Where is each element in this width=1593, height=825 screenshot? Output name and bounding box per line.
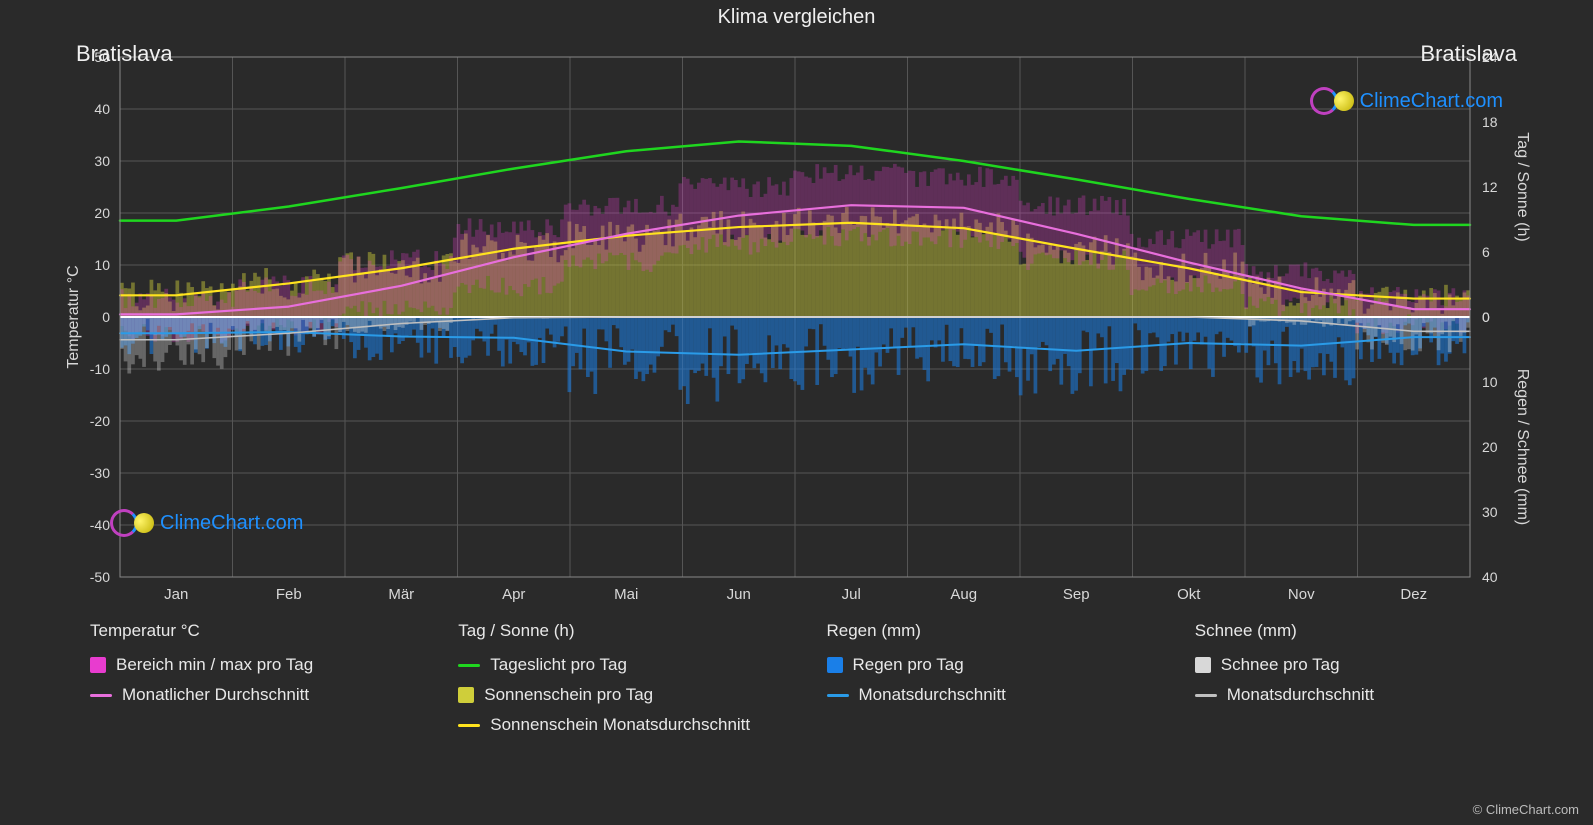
svg-text:6: 6 (1482, 244, 1490, 260)
svg-text:-50: -50 (90, 569, 110, 585)
legend-temp-avg: Monatlicher Durchschnitt (90, 685, 398, 705)
swatch-icon (1195, 694, 1217, 697)
svg-text:-20: -20 (90, 413, 110, 429)
svg-text:Okt: Okt (1177, 586, 1201, 603)
logo-sun-icon (134, 513, 154, 533)
logo-sun-icon (1334, 91, 1354, 111)
swatch-icon (458, 687, 474, 703)
legend-label: Monatsdurchschnitt (1227, 685, 1374, 705)
page-title: Klima vergleichen (0, 0, 1593, 29)
legend-col-temp: Temperatur °C Bereich min / max pro Tag … (90, 621, 398, 735)
svg-text:Mär: Mär (388, 586, 414, 603)
watermark-text: ClimeChart.com (160, 512, 303, 535)
swatch-icon (1195, 657, 1211, 673)
watermark-bottom: ClimeChart.com (110, 509, 303, 537)
svg-text:-40: -40 (90, 517, 110, 533)
svg-text:-30: -30 (90, 465, 110, 481)
legend-temp-range: Bereich min / max pro Tag (90, 655, 398, 675)
swatch-icon (458, 664, 480, 667)
swatch-icon (458, 724, 480, 727)
swatch-icon (827, 694, 849, 697)
legend-header-snow: Schnee (mm) (1195, 621, 1503, 641)
swatch-icon (90, 694, 112, 697)
legend-label: Tageslicht pro Tag (490, 655, 627, 675)
legend-header-rain: Regen (mm) (827, 621, 1135, 641)
svg-text:Regen / Schnee (mm): Regen / Schnee (mm) (1514, 369, 1531, 526)
svg-text:18: 18 (1482, 114, 1498, 130)
svg-text:40: 40 (94, 101, 110, 117)
legend-label: Monatlicher Durchschnitt (122, 685, 309, 705)
legend-label: Bereich min / max pro Tag (116, 655, 313, 675)
svg-text:10: 10 (94, 257, 110, 273)
svg-text:30: 30 (1482, 504, 1498, 520)
svg-text:Nov: Nov (1288, 586, 1315, 603)
svg-text:30: 30 (94, 153, 110, 169)
legend-header-sun: Tag / Sonne (h) (458, 621, 766, 641)
svg-text:Jan: Jan (164, 586, 188, 603)
swatch-icon (827, 657, 843, 673)
legend-col-rain: Regen (mm) Regen pro Tag Monatsdurchschn… (827, 621, 1135, 735)
svg-text:Jul: Jul (842, 586, 861, 603)
svg-text:40: 40 (1482, 569, 1498, 585)
watermark-text: ClimeChart.com (1360, 90, 1503, 113)
svg-text:Sep: Sep (1063, 586, 1090, 603)
svg-text:Feb: Feb (276, 586, 302, 603)
svg-text:Jun: Jun (727, 586, 751, 603)
legend-label: Sonnenschein Monatsdurchschnitt (490, 715, 750, 735)
legend-header-temp: Temperatur °C (90, 621, 398, 641)
legend-snow-line: Monatsdurchschnitt (1195, 685, 1503, 705)
legend-sunshine-bar: Sonnenschein pro Tag (458, 685, 766, 705)
legend-col-sun: Tag / Sonne (h) Tageslicht pro Tag Sonne… (458, 621, 766, 735)
legend-sunshine-line: Sonnenschein Monatsdurchschnitt (458, 715, 766, 735)
legend-rain-line: Monatsdurchschnitt (827, 685, 1135, 705)
legend-label: Regen pro Tag (853, 655, 964, 675)
svg-text:Dez: Dez (1400, 586, 1427, 603)
svg-text:Temperatur °C: Temperatur °C (65, 265, 82, 368)
location-label-right: Bratislava (1420, 41, 1517, 67)
chart-container: Bratislava Bratislava 50403020100-10-20-… (60, 47, 1533, 607)
svg-text:20: 20 (94, 205, 110, 221)
swatch-icon (90, 657, 106, 673)
legend-col-snow: Schnee (mm) Schnee pro Tag Monatsdurchsc… (1195, 621, 1503, 735)
svg-text:10: 10 (1482, 374, 1498, 390)
copyright: © ClimeChart.com (1473, 802, 1579, 817)
legend-rain-bar: Regen pro Tag (827, 655, 1135, 675)
svg-text:20: 20 (1482, 439, 1498, 455)
svg-text:Mai: Mai (614, 586, 638, 603)
legend-label: Sonnenschein pro Tag (484, 685, 653, 705)
svg-text:-10: -10 (90, 361, 110, 377)
legend-snow-bar: Schnee pro Tag (1195, 655, 1503, 675)
legend-label: Monatsdurchschnitt (859, 685, 1006, 705)
watermark-top: ClimeChart.com (1310, 87, 1503, 115)
svg-text:Tag / Sonne (h): Tag / Sonne (h) (1514, 132, 1531, 241)
svg-text:Apr: Apr (502, 586, 525, 603)
location-label-left: Bratislava (76, 41, 173, 67)
legend: Temperatur °C Bereich min / max pro Tag … (90, 621, 1503, 735)
svg-text:12: 12 (1482, 179, 1498, 195)
svg-text:Aug: Aug (950, 586, 977, 603)
legend-daylight: Tageslicht pro Tag (458, 655, 766, 675)
legend-label: Schnee pro Tag (1221, 655, 1340, 675)
svg-text:0: 0 (1482, 309, 1490, 325)
svg-text:0: 0 (102, 309, 110, 325)
